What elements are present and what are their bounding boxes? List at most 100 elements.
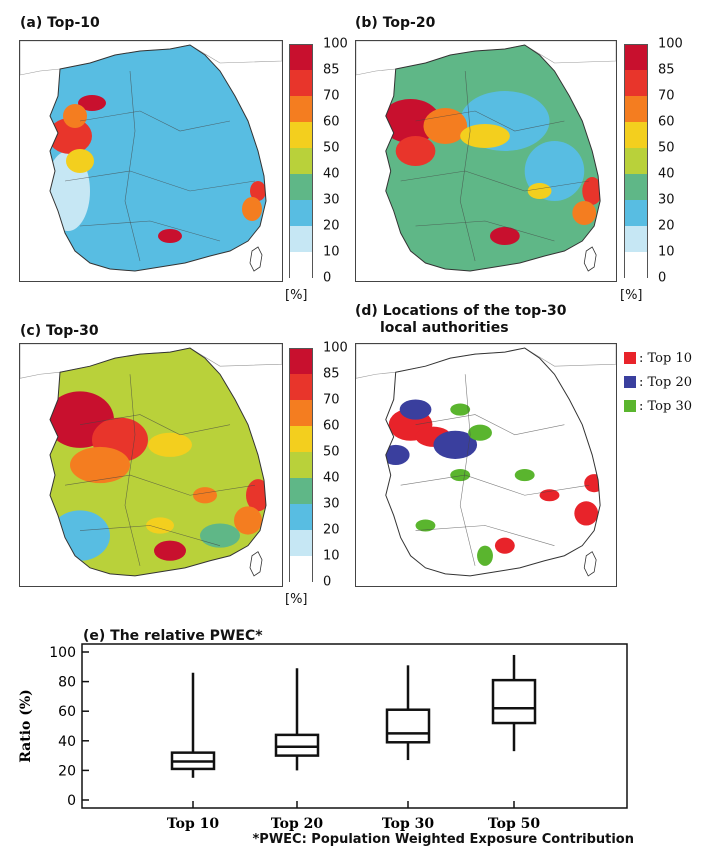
- province-border: [459, 374, 476, 566]
- concentration-area: [395, 136, 436, 166]
- colorbar-c: 100 85 70 60 50 40 30 20 10 0 [%]: [285, 341, 348, 608]
- colorbar-segment: [624, 148, 648, 174]
- province-border: [79, 110, 231, 132]
- colorbar-tick-label: 0: [323, 574, 332, 590]
- colorbar-segment: [289, 226, 313, 252]
- concentration-area: [246, 479, 266, 512]
- province-border: [124, 70, 141, 262]
- province-border: [79, 220, 221, 242]
- colorbar-b: 100 85 70 60 50 40 30 20 10 0 [%]: [620, 37, 683, 304]
- map-svg: [356, 41, 616, 272]
- colorbar-segment: [624, 200, 648, 226]
- coastline: [49, 44, 267, 272]
- colorbar-tick-label: 100: [658, 36, 683, 52]
- legend-item: : Top 20: [624, 370, 692, 394]
- colorbar-segment: [289, 400, 313, 426]
- province-border: [79, 525, 221, 546]
- y-tick-label: 100: [49, 645, 76, 661]
- box-iqr: [274, 733, 320, 757]
- colorbar-tick-label: 85: [323, 62, 340, 78]
- concentration-area: [450, 403, 471, 416]
- coastline: [49, 347, 267, 577]
- boxplot-title: (e) The relative PWEC*: [83, 628, 263, 644]
- colorbar-tick-label: 85: [658, 62, 675, 78]
- concentration-area: [539, 489, 560, 502]
- province-border: [64, 170, 256, 192]
- legend-swatch: [624, 376, 636, 388]
- map-top20: [355, 40, 617, 282]
- concentration-area: [385, 444, 410, 465]
- concentration-area: [468, 424, 492, 441]
- island: [583, 246, 597, 272]
- colorbar-segment: [289, 374, 313, 400]
- y-axis-label: Ratio (%): [18, 689, 34, 763]
- concentration-area: [423, 108, 468, 144]
- concentration-area: [154, 540, 186, 561]
- colorbar-tick-label: 50: [658, 140, 675, 156]
- island: [249, 246, 263, 272]
- concentration-area: [433, 430, 478, 459]
- colorbar-segment: [624, 174, 648, 200]
- colorbar-segment: [289, 478, 313, 504]
- province-border: [124, 374, 141, 566]
- panel-c-title: (c) Top-30: [20, 323, 99, 339]
- colorbar-tick-label: 30: [658, 192, 675, 208]
- colorbar-tick-label: 20: [323, 522, 340, 538]
- colorbar-tick-label: 0: [323, 270, 332, 286]
- concentration-area: [50, 118, 92, 154]
- concentration-area: [158, 229, 182, 243]
- x-tick-label: Top 50: [488, 816, 541, 832]
- x-tick-label: Top 10: [167, 816, 220, 832]
- legend-swatch: [624, 400, 636, 412]
- concentration-area: [489, 227, 520, 245]
- colorbar-segment: [289, 252, 313, 278]
- map-top10: [19, 40, 283, 282]
- colorbar-tick-label: 70: [323, 88, 340, 104]
- legend-item: : Top 10: [624, 346, 692, 370]
- colorbar-segment: [624, 252, 648, 278]
- panel-b-title: (b) Top-20: [355, 15, 436, 31]
- y-tick-label: 0: [67, 793, 76, 809]
- colorbar-segment: [289, 96, 313, 122]
- colorbar-tick-label: 40: [323, 470, 340, 486]
- y-tick-label: 40: [58, 734, 76, 750]
- colorbar-tick-label: 20: [323, 218, 340, 234]
- colorbar-tick-label: 50: [323, 444, 340, 460]
- concentration-area: [494, 537, 515, 554]
- concentration-area: [514, 469, 535, 482]
- panel-a-title: (a) Top-10: [20, 15, 100, 31]
- concentration-area: [584, 474, 601, 493]
- colorbar-tick-label: 100: [323, 340, 348, 356]
- y-tick-label: 20: [58, 763, 76, 779]
- colorbar-unit: [%]: [285, 592, 308, 607]
- colorbar-segment: [624, 226, 648, 252]
- concentration-area: [582, 177, 601, 205]
- box-iqr: [385, 708, 431, 744]
- concentration-area: [242, 197, 262, 221]
- colorbar-tick-label: 10: [323, 244, 340, 260]
- concentration-area: [146, 517, 174, 534]
- colorbar-segment: [289, 504, 313, 530]
- concentration-area: [450, 469, 471, 482]
- concentration-area: [477, 545, 493, 566]
- colorbar-segment: [289, 174, 313, 200]
- colorbar-tick-label: 30: [323, 192, 340, 208]
- coastline: [385, 44, 601, 272]
- province-border: [415, 220, 555, 242]
- panel-d-title-line2: local authorities: [380, 320, 509, 336]
- concentration-area: [399, 399, 432, 420]
- map-svg: [20, 41, 282, 272]
- concentration-area: [460, 124, 510, 148]
- colorbar-unit: [%]: [620, 288, 643, 303]
- legend-label: : Top 30: [639, 398, 692, 414]
- island: [249, 551, 263, 577]
- colorbar-segment: [289, 122, 313, 148]
- concentration-area: [250, 181, 266, 201]
- concentration-area: [234, 506, 262, 535]
- y-tick-label: 60: [58, 704, 76, 720]
- footnote: *PWEC: Population Weighted Exposure Cont…: [252, 832, 635, 847]
- colorbar-segment: [289, 200, 313, 226]
- colorbar-segment: [289, 556, 313, 582]
- legend-swatch: [624, 352, 636, 364]
- concentration-area: [572, 201, 597, 225]
